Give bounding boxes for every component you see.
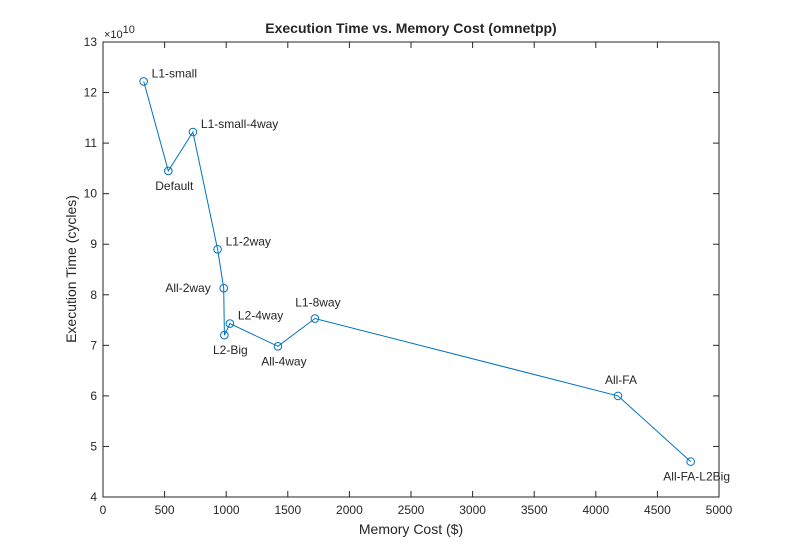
data-point-label: Default xyxy=(155,179,194,193)
data-point-marker xyxy=(163,166,173,176)
y-tick-label: 5 xyxy=(90,439,97,453)
x-tick-label: 3000 xyxy=(459,503,486,517)
x-axis-label: Memory Cost ($) xyxy=(359,521,463,537)
chart-title: Execution Time vs. Memory Cost (omnetpp) xyxy=(265,20,556,36)
plot-area: 0 500 1000 1500 2000 2500 3000 3500 4000 4500 5000… xyxy=(84,35,733,517)
data-point-marker xyxy=(188,127,198,137)
data-point-label: All-FA-L2Big xyxy=(663,470,730,484)
y-tick-label: 13 xyxy=(84,35,98,49)
x-tick-label: 0 xyxy=(100,503,107,517)
y-exponent: ×1010 xyxy=(104,24,135,41)
y-exponent-power: 10 xyxy=(123,24,135,36)
y-tick-label: 10 xyxy=(84,187,98,201)
data-point-label: L1-small xyxy=(152,66,197,80)
data-point-label: L1-2way xyxy=(226,234,271,248)
x-tick-label: 5000 xyxy=(706,503,733,517)
data-point-marker xyxy=(220,330,229,340)
y-tick-label: 12 xyxy=(84,86,98,100)
y-tick-label: 7 xyxy=(90,338,97,352)
data-point-marker xyxy=(273,342,283,351)
data-point-label: All-2way xyxy=(165,281,210,295)
data-point-marker xyxy=(213,244,222,254)
y-exponent-base: ×10 xyxy=(104,29,123,41)
data-point-label: All-FA xyxy=(605,373,637,387)
x-tick-label: 3500 xyxy=(521,503,548,517)
data-point-label: L2-Big xyxy=(213,343,248,357)
x-tick-label: 1500 xyxy=(274,503,301,517)
y-tick-label: 9 xyxy=(90,237,97,251)
y-axis-label: Execution Time (cycles) xyxy=(63,195,79,343)
x-tick-label: 2000 xyxy=(336,503,363,517)
y-tick-label: 6 xyxy=(90,389,97,403)
data-point-marker xyxy=(139,77,148,86)
data-point-marker xyxy=(219,283,229,293)
data-point-marker xyxy=(310,314,320,323)
data-point-marker xyxy=(613,391,623,401)
data-point-label: L1-small-4way xyxy=(201,117,278,131)
x-tick-label: 500 xyxy=(155,503,175,517)
x-tick-label: 2500 xyxy=(398,503,425,517)
data-point-marker xyxy=(225,319,235,328)
series-line xyxy=(143,81,692,462)
y-tick-label: 8 xyxy=(90,288,97,302)
data-point-label: All-4way xyxy=(261,354,306,368)
data-point-label: L1-8way xyxy=(295,296,340,310)
data-point-marker xyxy=(686,457,695,466)
x-tick-label: 4000 xyxy=(582,503,609,517)
y-tick-label: 4 xyxy=(90,490,97,504)
data-point-label: L2-4way xyxy=(238,309,283,323)
x-tick-label: 1000 xyxy=(213,503,240,517)
x-tick-label: 4500 xyxy=(644,503,671,517)
y-tick-label: 11 xyxy=(85,136,98,150)
